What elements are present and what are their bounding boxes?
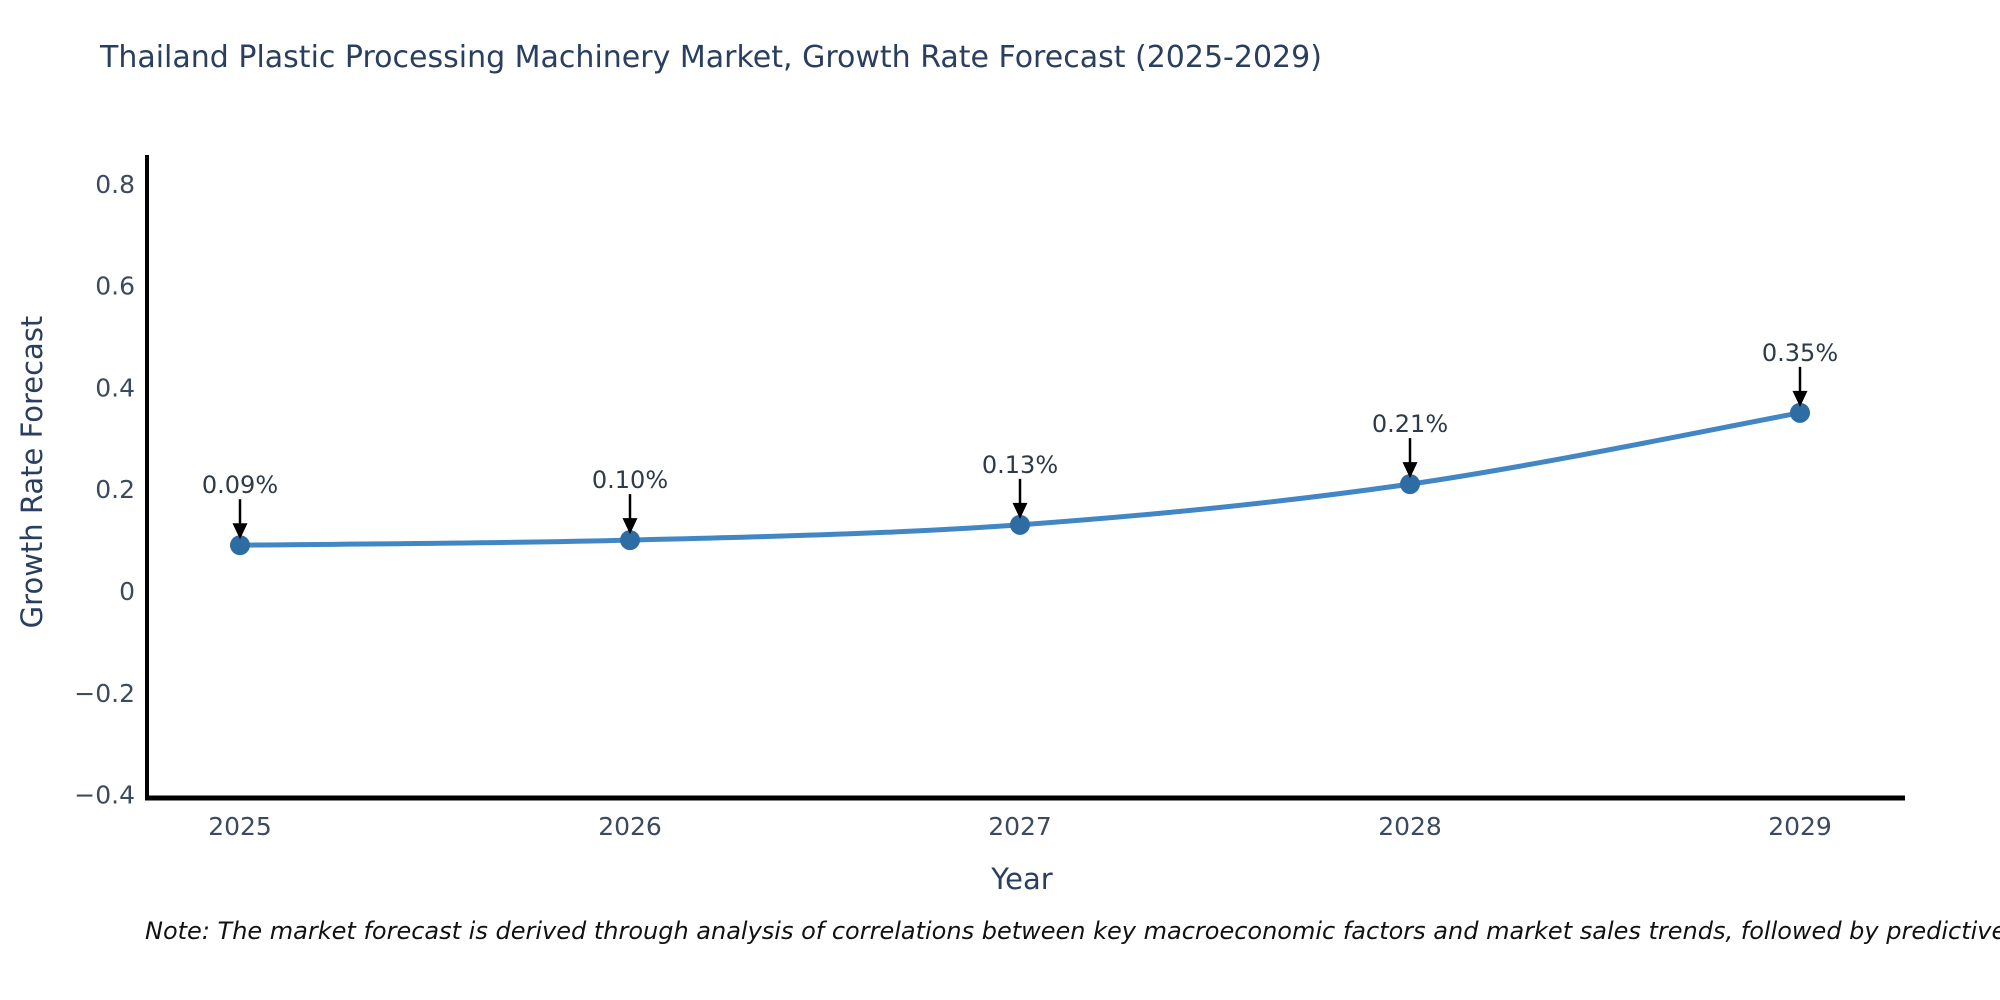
x-tick-label: 2026 (598, 812, 662, 841)
x-tick-label: 2029 (1768, 812, 1832, 841)
y-tick-label: 0.4 (95, 373, 135, 402)
data-point-marker (1010, 514, 1030, 535)
annotation-label: 0.35% (1762, 339, 1838, 367)
annotation-arrowhead (1402, 462, 1418, 479)
y-tick-label: 0.2 (95, 475, 135, 504)
data-point-marker (230, 535, 250, 556)
annotation-arrowhead (1792, 390, 1808, 407)
annotation-arrowhead (622, 518, 638, 535)
x-tick-label: 2025 (208, 812, 272, 841)
y-tick-label: 0.6 (95, 272, 135, 301)
y-tick-label: −0.2 (74, 679, 135, 708)
annotation-label: 0.21% (1372, 410, 1448, 438)
y-tick-label: 0 (119, 577, 135, 606)
annotation-arrowhead (232, 523, 248, 540)
data-point-marker (620, 530, 640, 551)
x-tick-label: 2028 (1378, 812, 1442, 841)
x-axis-label: Year (991, 862, 1053, 896)
y-tick-label: −0.4 (74, 781, 135, 810)
annotation-label: 0.10% (592, 466, 668, 494)
annotation-arrowhead (1012, 502, 1028, 519)
footnote: Note: The market forecast is derived thr… (145, 917, 2000, 945)
y-tick-label: 0.8 (95, 170, 135, 199)
data-point-marker (1790, 402, 1810, 423)
x-tick-label: 2027 (988, 812, 1052, 841)
data-point-marker (1400, 474, 1420, 495)
chart-title: Thailand Plastic Processing Machinery Ma… (100, 40, 1322, 75)
annotation-label: 0.09% (202, 471, 278, 499)
annotation-label: 0.13% (982, 451, 1058, 479)
